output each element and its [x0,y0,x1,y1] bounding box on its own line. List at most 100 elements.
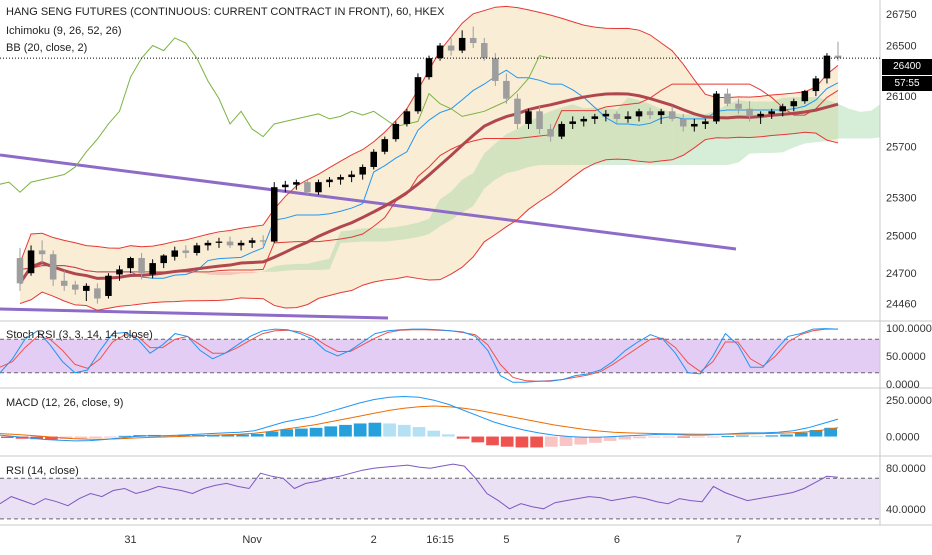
candle-body [768,111,775,114]
macd-histogram-bar [500,436,514,447]
candle-body [359,166,366,175]
stoch-rsi-label[interactable]: Stoch RSI (3, 3, 14, 14, close) [6,329,153,341]
time-axis-label: 6 [614,534,620,546]
macd-histogram-bar [471,436,485,443]
candle-body [370,151,378,167]
macd-histogram-bar [1,436,14,438]
ichimoku-kijun-line [19,83,839,273]
candle-body [823,55,831,79]
candle-body [558,123,565,137]
time-axis-label: 31 [124,534,136,546]
stoch-k-line [0,328,839,383]
ichimoku-cloud-segment [429,199,441,234]
candle-body [801,91,809,102]
price-axis-label: 26500 [886,41,917,53]
macd-histogram-bar [486,436,499,446]
candle-body [735,103,742,109]
macd-histogram-bar [89,436,102,438]
ichimoku-cloud-segment [815,97,827,143]
candle-body [204,242,212,246]
macd-histogram-bar [662,436,676,438]
macd-histogram-bar [265,431,279,437]
candle-body [503,80,510,99]
candle-body [282,184,289,188]
macd-histogram-bar [706,436,720,438]
macd-histogram-bar [721,436,735,438]
ichimoku-cloud-segment [395,225,407,241]
candle-body [381,139,389,152]
bb-legend[interactable]: BB (20, close, 2) [6,42,88,54]
candle-body [60,280,68,286]
ichimoku-cloud-segment [196,271,208,275]
stoch-axis-label: 100.0000 [886,323,932,335]
ichimoku-cloud-segment [849,108,861,139]
macd-histogram-bar [324,426,338,437]
candle-body [127,258,134,269]
last-price-tag: 26400 [882,59,932,75]
macd-histogram-bar [250,433,264,437]
macd-histogram-bar [824,427,837,437]
candle-body [436,45,444,59]
candle-body [757,113,764,117]
ichimoku-legend[interactable]: Ichimoku (9, 26, 52, 26) [6,25,122,37]
macd-signal-line [0,405,839,440]
macd-histogram-bar [780,434,793,437]
ichimoku-cloud-segment [583,107,595,166]
rsi-line [0,463,839,510]
ichimoku-cloud-segment [241,271,253,274]
ichimoku-cloud-segment [550,107,562,166]
bb-basis-line [18,92,839,285]
macd-histogram-bar [74,436,88,439]
ichimoku-cloud-segment [329,231,341,270]
ichimoku-cloud-segment [274,264,286,272]
ichimoku-cloud-segment [860,110,872,139]
macd-axis-label: 250.0000 [886,395,932,407]
macd-histogram-bar [765,435,779,437]
ichimoku-cloud-segment [384,227,396,242]
macd-histogram-bar [633,436,646,439]
time-axis-label: 16:15 [426,534,454,546]
candle-body [635,111,643,117]
macd-histogram-bar [177,435,191,437]
macd-histogram-bar [383,423,396,437]
macd-histogram-bar [412,427,426,437]
macd-histogram-bar [544,436,558,447]
ichimoku-cloud-segment [462,172,474,213]
ichimoku-cloud-segment [694,114,706,166]
candle-body [149,263,156,275]
stoch-axis-label: 0.0000 [886,379,920,391]
candle-body [679,118,687,127]
macd-histogram-bar [103,436,117,438]
candle-body [691,123,698,127]
ichimoku-cloud-segment [340,230,352,243]
rsi-label[interactable]: RSI (14, close) [6,465,79,477]
candle-body [447,45,455,51]
time-axis-label: 2 [371,534,377,546]
candle-body [304,182,311,193]
candle-body [514,98,521,124]
candle-body [713,93,720,122]
ichimoku-cloud-segment [230,271,242,276]
candle-body [834,55,842,59]
candle-body [315,182,322,193]
ichimoku-cloud-segment [318,258,330,271]
candle-body [624,116,632,119]
time-axis-label: 7 [735,534,741,546]
ichimoku-cloud-segment [683,114,695,166]
candle-body [525,111,532,124]
candle-body [602,113,610,117]
candle-body [458,37,466,51]
price-axis-label: 25300 [886,192,917,204]
chart-title: HANG SENG FUTURES (CONTINUOUS: CURRENT C… [6,6,445,18]
price-axis-label: 26100 [886,91,917,103]
ichimoku-cloud-segment [804,97,816,144]
ichimoku-cloud-segment [705,110,717,166]
candle-body [591,116,599,119]
macd-label[interactable]: MACD (12, 26, close, 9) [6,397,124,409]
ichimoku-cloud-segment [473,153,485,207]
macd-histogram-bar [368,422,382,437]
macd-histogram-bar [236,434,249,437]
macd-axis-label: 0.0000 [886,432,920,444]
